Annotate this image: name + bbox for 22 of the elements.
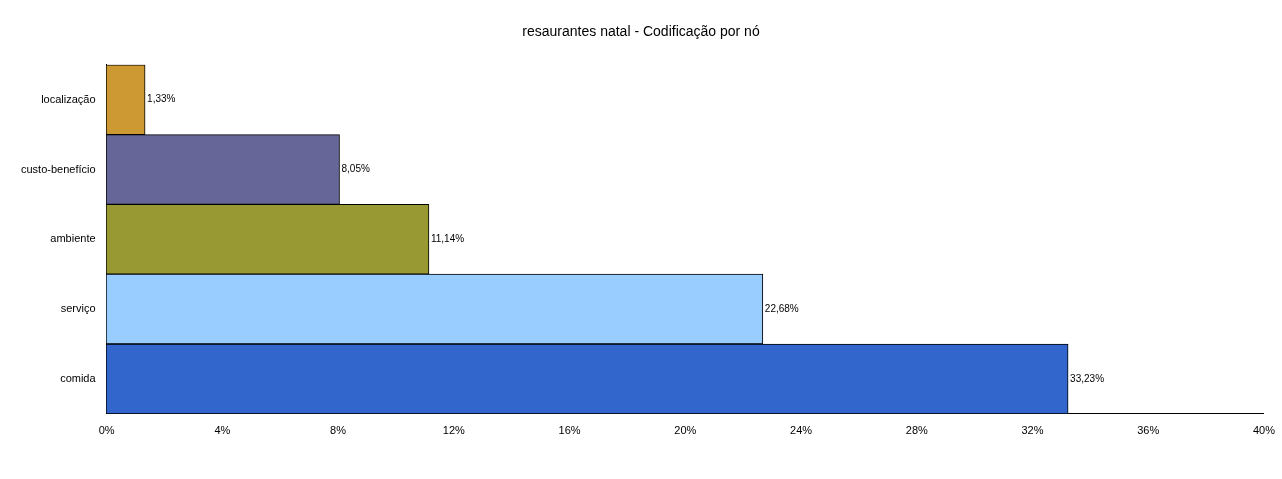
data-label: 1,33% — [147, 93, 176, 105]
data-label: 33,23% — [1070, 372, 1105, 384]
x-tick-label: 0% — [98, 424, 115, 437]
y-tick-label: ambiente — [50, 232, 96, 245]
data-label: 11,14% — [430, 233, 465, 245]
x-tick-label: 40% — [1252, 424, 1276, 437]
y-tick-label: serviço — [60, 302, 96, 315]
y-tick-label: comida — [60, 371, 97, 384]
y-tick-label: custo-benefício — [20, 162, 96, 175]
chart-title: resaurantes natal - Codificação por nó — [522, 23, 760, 40]
x-tick-label: 16% — [558, 424, 581, 437]
x-tick-label: 4% — [214, 424, 231, 437]
x-tick-label: 36% — [1137, 424, 1160, 437]
x-tick-label: 24% — [790, 424, 813, 437]
data-label: 8,05% — [341, 163, 370, 175]
x-tick-label: 28% — [905, 424, 928, 437]
x-tick-label: 20% — [674, 424, 697, 437]
data-label: 22,68% — [764, 302, 799, 314]
x-tick-label: 8% — [330, 424, 347, 437]
x-tick-label: 32% — [1021, 424, 1044, 437]
x-tick-label: 12% — [442, 424, 466, 437]
y-tick-label: localização — [41, 92, 96, 105]
